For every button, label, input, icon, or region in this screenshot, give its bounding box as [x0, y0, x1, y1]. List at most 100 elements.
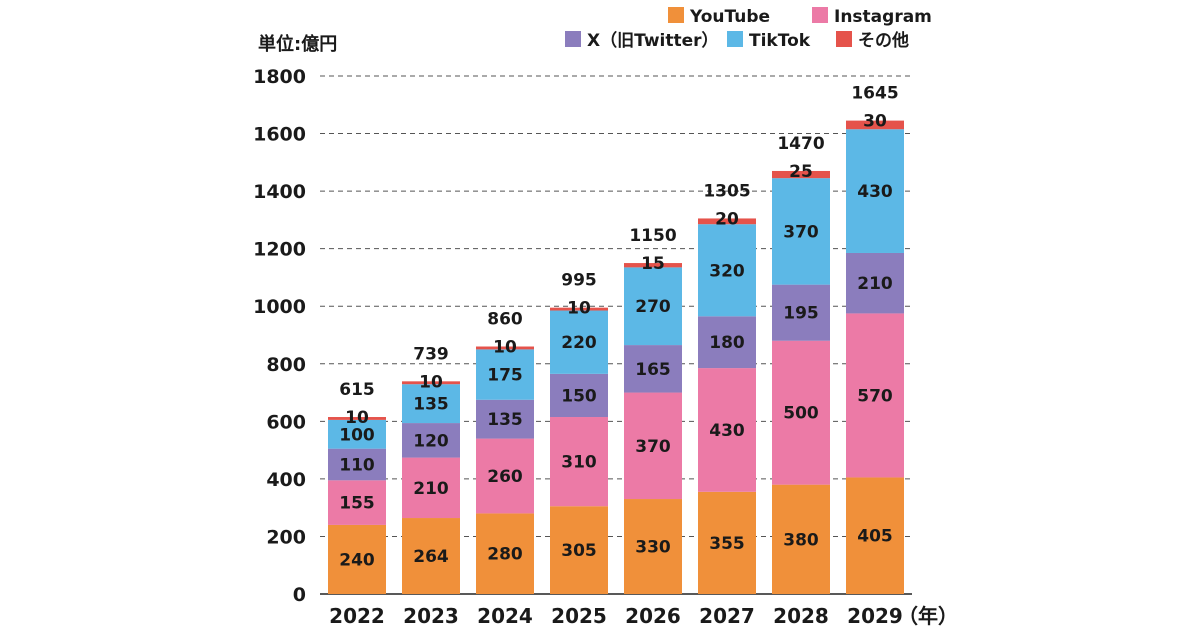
- legend-label: X（旧Twitter）: [587, 30, 719, 51]
- y-tick-label: 200: [266, 526, 306, 548]
- bar-segment: [846, 120, 904, 130]
- x-axis: 2022 2023 2024 2025 2026 2027 2028 2029: [329, 604, 903, 628]
- total-label: 1305: [703, 181, 750, 201]
- segment-label: 500: [783, 404, 819, 424]
- segment-label: 405: [857, 527, 893, 547]
- y-tick-label: 1200: [253, 239, 306, 261]
- segment-label: 355: [709, 534, 745, 554]
- bar-segment: [328, 417, 386, 420]
- bar-segment: [698, 224, 756, 317]
- segment-label: 10: [493, 338, 517, 358]
- segment-label: 370: [635, 437, 671, 457]
- total-label: 615: [339, 380, 375, 400]
- bar-segment: [624, 392, 682, 500]
- total-label: 1470: [777, 134, 824, 154]
- y-tick-label: 1400: [253, 181, 306, 203]
- total-label: 1645: [851, 84, 898, 104]
- legend-label: YouTube: [689, 7, 770, 27]
- bar-segment: [846, 477, 904, 594]
- unit-label: 単位:億円: [258, 33, 337, 55]
- segment-label: 165: [635, 360, 671, 380]
- segment-label: 305: [561, 541, 597, 561]
- segment-label: 175: [487, 366, 523, 386]
- bar-segment: [772, 170, 830, 179]
- bar-segment: [846, 252, 904, 314]
- x-tick-label: 2029: [847, 604, 903, 628]
- legend-swatch: [836, 31, 852, 47]
- bar-segment: [772, 178, 830, 285]
- legend: YouTube Instagram X（旧Twitter） TikTok その他: [565, 7, 932, 51]
- bar-segment: [624, 263, 682, 268]
- bar-segment: [624, 267, 682, 346]
- bar-segment: [328, 448, 386, 481]
- segment-labels: 2401551101001026421012013510280260135175…: [339, 112, 893, 571]
- bar-segment: [624, 499, 682, 594]
- bar-segment: [698, 368, 756, 492]
- segment-label: 370: [783, 222, 819, 242]
- segment-label: 135: [413, 395, 449, 415]
- bar-segment: [550, 506, 608, 594]
- bar-segment: [328, 524, 386, 594]
- segment-label: 380: [783, 530, 819, 550]
- y-tick-label: 0: [293, 584, 306, 606]
- total-label: 739: [413, 344, 449, 364]
- segment-label: 570: [857, 386, 893, 406]
- y-axis: 0 200 400 600 800 1000 1200 1400 1600 1800: [253, 66, 306, 606]
- y-tick-label: 600: [266, 411, 306, 433]
- segment-label: 180: [709, 333, 745, 353]
- segment-label: 110: [339, 456, 375, 476]
- segment-label: 210: [413, 479, 449, 499]
- segment-label: 260: [487, 467, 523, 487]
- total-label: 995: [561, 271, 597, 291]
- legend-swatch: [668, 7, 684, 23]
- bar-segment: [476, 399, 534, 439]
- bar-segment: [698, 491, 756, 594]
- segment-label: 210: [857, 274, 893, 294]
- bar-segment: [846, 129, 904, 253]
- y-tick-label: 1000: [253, 296, 306, 318]
- bar-segment: [550, 373, 608, 418]
- legend-swatch: [565, 31, 581, 47]
- segment-label: 100: [339, 425, 375, 445]
- y-tick-label: 800: [266, 354, 306, 376]
- bar-segment: [772, 284, 830, 341]
- x-tick-label: 2022: [329, 604, 385, 628]
- bar-segment: [476, 349, 534, 400]
- bars: [328, 120, 904, 594]
- segment-label: 155: [339, 494, 375, 514]
- bar-segment: [476, 513, 534, 594]
- segment-label: 150: [561, 386, 597, 406]
- segment-label: 270: [635, 297, 671, 317]
- total-label: 860: [487, 310, 523, 330]
- bar-segment: [772, 484, 830, 594]
- segment-label: 120: [413, 431, 449, 451]
- legend-swatch: [727, 31, 743, 47]
- bar-segment: [328, 480, 386, 525]
- x-tick-label: 2023: [403, 604, 459, 628]
- x-unit-label: （年）: [898, 604, 958, 628]
- x-tick-label: 2025: [551, 604, 607, 628]
- segment-label: 280: [487, 545, 523, 565]
- segment-label: 264: [413, 547, 449, 567]
- segment-label: 135: [487, 410, 523, 430]
- y-tick-label: 400: [266, 469, 306, 491]
- segment-label: 195: [783, 304, 819, 324]
- total-label: 1150: [629, 226, 676, 246]
- bar-segment: [402, 518, 460, 594]
- x-tick-label: 2028: [773, 604, 829, 628]
- x-tick-label: 2024: [477, 604, 533, 628]
- total-labels: 615 739 860 995 1150 1305 1470 1645: [339, 84, 898, 400]
- legend-label: Instagram: [834, 7, 932, 27]
- y-tick-label: 1600: [253, 124, 306, 146]
- segment-label: 20: [715, 209, 739, 229]
- bar-segment: [476, 346, 534, 350]
- bar-segment: [698, 316, 756, 369]
- bar-segment: [550, 310, 608, 374]
- segment-label: 15: [641, 254, 665, 274]
- segment-label: 330: [635, 538, 671, 558]
- segment-label: 30: [863, 112, 887, 132]
- y-tick-label: 1800: [253, 66, 306, 88]
- segment-label: 240: [339, 550, 375, 570]
- segment-label: 310: [561, 453, 597, 473]
